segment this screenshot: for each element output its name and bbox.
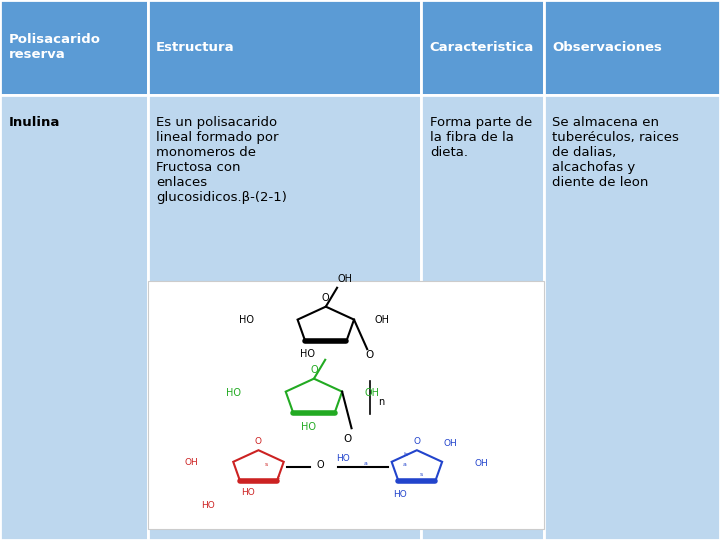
- Text: HO: HO: [239, 315, 254, 325]
- Text: OH: OH: [337, 274, 352, 284]
- FancyBboxPatch shape: [148, 94, 421, 540]
- Text: Inulina: Inulina: [9, 116, 60, 129]
- Text: HO: HO: [301, 422, 316, 433]
- Text: Polisacarido
reserva: Polisacarido reserva: [9, 33, 101, 61]
- Text: Se almacena en
tuberéculos, raices
de dalias,
alcachofas y
diente de leon: Se almacena en tuberéculos, raices de da…: [552, 116, 679, 189]
- FancyBboxPatch shape: [148, 0, 421, 94]
- Polygon shape: [392, 450, 442, 481]
- Polygon shape: [233, 450, 284, 481]
- Polygon shape: [297, 307, 354, 341]
- FancyBboxPatch shape: [421, 94, 544, 540]
- Text: O: O: [322, 293, 330, 303]
- FancyBboxPatch shape: [0, 0, 148, 94]
- Text: Observaciones: Observaciones: [552, 40, 662, 54]
- Text: c: c: [276, 475, 280, 480]
- Text: HO: HO: [241, 488, 256, 497]
- FancyBboxPatch shape: [544, 0, 720, 94]
- Text: HO: HO: [393, 490, 407, 500]
- Text: O: O: [365, 350, 373, 360]
- Text: s: s: [419, 472, 423, 477]
- Text: b: b: [403, 452, 407, 457]
- Text: O: O: [316, 460, 324, 470]
- Text: Estructura: Estructura: [156, 40, 235, 54]
- Text: O: O: [413, 437, 420, 447]
- Text: a: a: [364, 461, 367, 466]
- Text: n: n: [378, 397, 384, 407]
- Text: OH: OH: [474, 460, 488, 468]
- Polygon shape: [286, 379, 342, 413]
- Text: HO: HO: [300, 349, 315, 359]
- Text: OH: OH: [374, 315, 390, 325]
- Text: s: s: [265, 462, 268, 467]
- Text: a: a: [403, 462, 407, 467]
- FancyBboxPatch shape: [544, 94, 720, 540]
- Text: Forma parte de
la fibra de la
dieta.: Forma parte de la fibra de la dieta.: [430, 116, 532, 159]
- Text: Caracteristica: Caracteristica: [430, 40, 534, 54]
- Text: Es un polisacarido
lineal formado por
monomeros de
Fructosa con
enlaces
glucosid: Es un polisacarido lineal formado por mo…: [156, 116, 287, 204]
- Text: HO: HO: [336, 454, 349, 463]
- Text: O: O: [255, 437, 262, 447]
- Text: HO: HO: [225, 388, 240, 398]
- Text: OH: OH: [184, 458, 198, 468]
- FancyBboxPatch shape: [148, 281, 544, 529]
- Text: OH: OH: [444, 439, 457, 448]
- FancyBboxPatch shape: [421, 0, 544, 94]
- Text: O: O: [310, 365, 318, 375]
- Text: OH: OH: [365, 388, 379, 398]
- FancyBboxPatch shape: [0, 94, 148, 540]
- Text: HO: HO: [201, 501, 215, 510]
- Text: O: O: [343, 434, 352, 444]
